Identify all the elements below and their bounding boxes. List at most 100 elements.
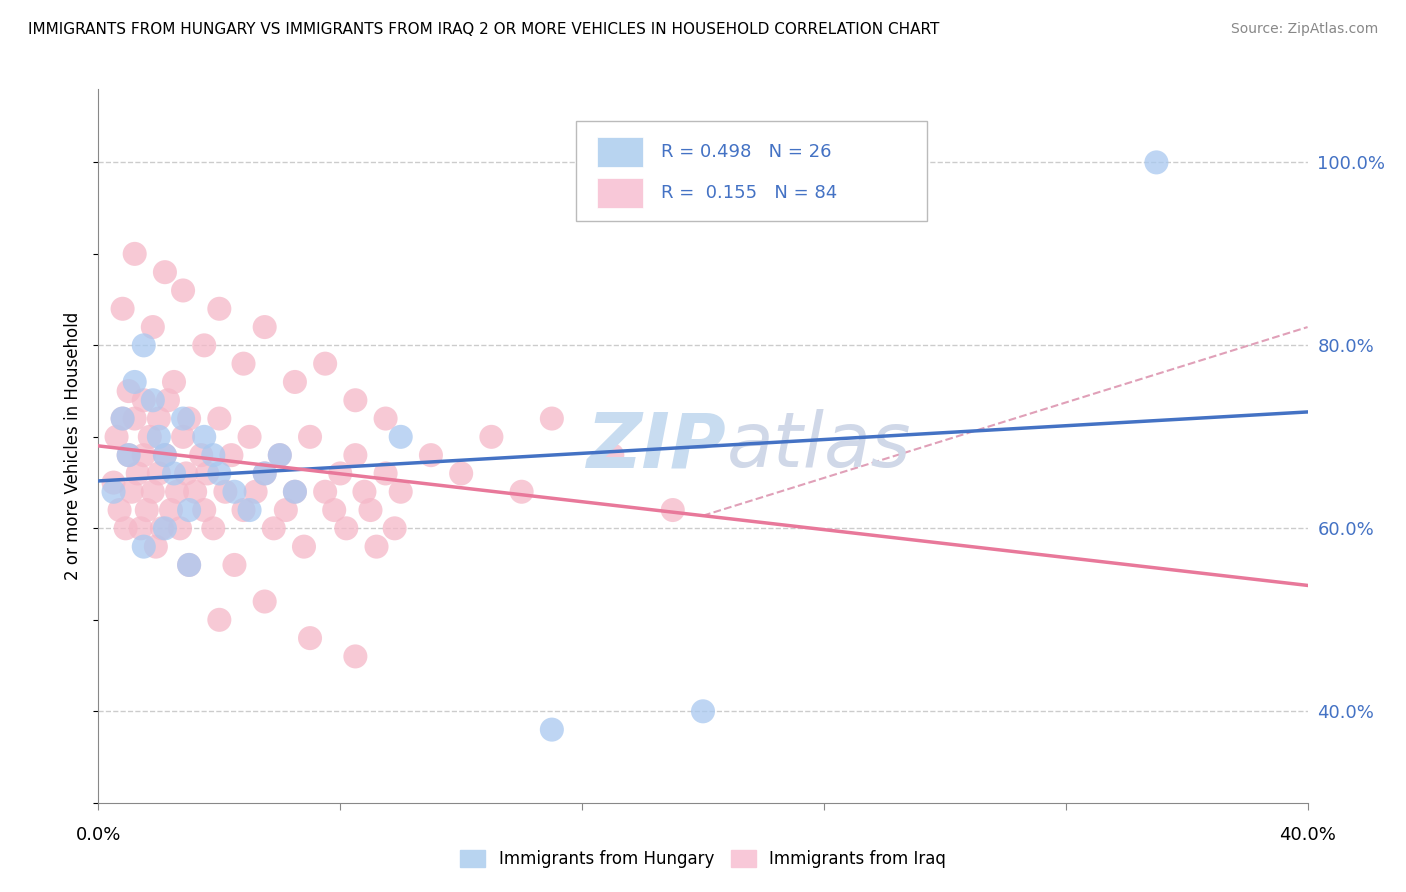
FancyBboxPatch shape: [576, 121, 927, 221]
Point: [253, 467, 276, 481]
Point: [232, 357, 254, 371]
Point: [269, 448, 291, 462]
Point: [284, 484, 307, 499]
Point: [389, 484, 412, 499]
Text: Source: ZipAtlas.com: Source: ZipAtlas.com: [1230, 22, 1378, 37]
Point: [344, 393, 367, 408]
Point: [202, 448, 225, 462]
Point: [374, 467, 396, 481]
Point: [253, 320, 276, 334]
Point: [153, 521, 176, 535]
Point: [114, 521, 136, 535]
Point: [510, 484, 533, 499]
Point: [127, 467, 149, 481]
Point: [239, 430, 262, 444]
Point: [172, 284, 194, 298]
Point: [224, 558, 246, 572]
Point: [1144, 155, 1167, 169]
Point: [263, 521, 285, 535]
Point: [166, 484, 188, 499]
Text: atlas: atlas: [727, 409, 911, 483]
Point: [360, 503, 382, 517]
Point: [602, 448, 624, 462]
Point: [105, 430, 128, 444]
Point: [153, 448, 176, 462]
Point: [111, 411, 134, 425]
Point: [353, 484, 375, 499]
Point: [108, 503, 131, 517]
Point: [148, 411, 170, 425]
Point: [163, 467, 186, 481]
Point: [344, 448, 367, 462]
Point: [169, 521, 191, 535]
Point: [214, 484, 236, 499]
Point: [384, 521, 406, 535]
Point: [450, 467, 472, 481]
Point: [284, 484, 307, 499]
Point: [374, 411, 396, 425]
Point: [103, 475, 125, 490]
Point: [284, 375, 307, 389]
Point: [540, 723, 562, 737]
Point: [314, 357, 336, 371]
Point: [190, 448, 212, 462]
Point: [193, 503, 215, 517]
Point: [208, 613, 231, 627]
Point: [111, 301, 134, 316]
Point: [145, 540, 167, 554]
Point: [179, 411, 201, 425]
Point: [239, 503, 262, 517]
Point: [163, 375, 186, 389]
Point: [118, 384, 141, 398]
Point: [202, 521, 225, 535]
Point: [208, 301, 231, 316]
Point: [232, 503, 254, 517]
Text: R =  0.155   N = 84: R = 0.155 N = 84: [661, 185, 837, 202]
Point: [179, 558, 201, 572]
Point: [142, 484, 165, 499]
Point: [221, 448, 243, 462]
Point: [124, 375, 146, 389]
Point: [540, 411, 562, 425]
Point: [314, 484, 336, 499]
Point: [299, 631, 322, 645]
Text: 40.0%: 40.0%: [1279, 826, 1336, 844]
Point: [184, 484, 207, 499]
Point: [179, 503, 201, 517]
Point: [111, 411, 134, 425]
Point: [179, 558, 201, 572]
Point: [118, 448, 141, 462]
Point: [692, 704, 714, 718]
Point: [366, 540, 388, 554]
Text: IMMIGRANTS FROM HUNGARY VS IMMIGRANTS FROM IRAQ 2 OR MORE VEHICLES IN HOUSEHOLD : IMMIGRANTS FROM HUNGARY VS IMMIGRANTS FR…: [28, 22, 939, 37]
Point: [208, 411, 231, 425]
Point: [269, 448, 291, 462]
FancyBboxPatch shape: [596, 136, 643, 167]
FancyBboxPatch shape: [596, 178, 643, 209]
Point: [389, 430, 412, 444]
Point: [420, 448, 443, 462]
Point: [132, 448, 155, 462]
Point: [274, 503, 297, 517]
Point: [245, 484, 267, 499]
Point: [344, 649, 367, 664]
Point: [299, 430, 322, 444]
Point: [142, 320, 165, 334]
Point: [132, 338, 155, 352]
Y-axis label: 2 or more Vehicles in Household: 2 or more Vehicles in Household: [65, 312, 83, 580]
Point: [172, 411, 194, 425]
Point: [129, 521, 152, 535]
Point: [174, 467, 197, 481]
Text: R = 0.498   N = 26: R = 0.498 N = 26: [661, 143, 831, 161]
Point: [335, 521, 357, 535]
Point: [253, 594, 276, 608]
Point: [153, 265, 176, 279]
Point: [224, 484, 246, 499]
Point: [193, 338, 215, 352]
Point: [160, 503, 183, 517]
Text: ZIP: ZIP: [588, 409, 727, 483]
Point: [208, 467, 231, 481]
Point: [193, 430, 215, 444]
Point: [172, 430, 194, 444]
Point: [148, 467, 170, 481]
